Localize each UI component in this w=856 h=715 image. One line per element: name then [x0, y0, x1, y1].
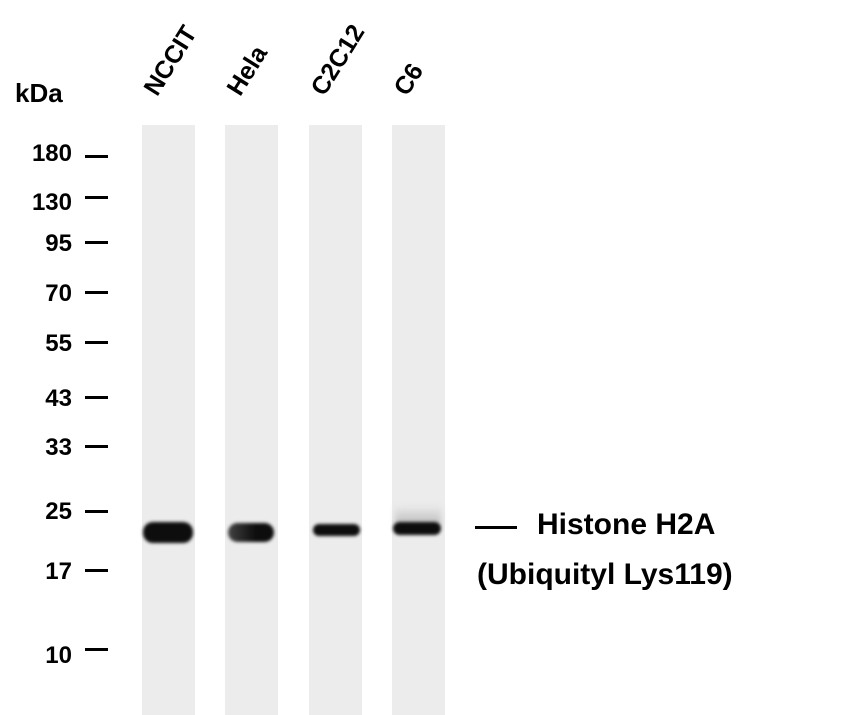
lane-hela: [225, 125, 278, 715]
target-pointer-line: [475, 526, 517, 529]
kda-label: kDa: [15, 78, 63, 108]
marker-label: 17: [45, 558, 72, 585]
marker-tick: [85, 510, 108, 513]
marker-tick: [85, 341, 108, 344]
marker-label: 180: [31, 140, 72, 167]
band-c6: [393, 522, 441, 535]
marker-label: 33: [45, 434, 72, 461]
lane-label-hela: Hela: [221, 40, 274, 101]
marker-tick: [85, 291, 108, 294]
marker-label: 55: [45, 330, 72, 357]
marker-tick: [85, 396, 108, 399]
marker-tick: [85, 569, 108, 572]
target-name: Histone H2A: [537, 508, 716, 541]
band-hela: [228, 523, 274, 542]
marker-tick: [85, 241, 108, 244]
marker-tick: [85, 196, 108, 199]
marker-label: 130: [31, 189, 72, 216]
band-nccit: [143, 522, 193, 543]
marker-label: 10: [45, 642, 72, 669]
target-modification: (Ubiquityl Lys119): [477, 558, 733, 591]
band-smear-c6: [395, 505, 441, 525]
lane-label-nccit: NCCIT: [138, 20, 203, 101]
lane-label-c6: C6: [388, 58, 430, 101]
marker-label: 43: [45, 385, 72, 412]
marker-label: 25: [45, 498, 72, 525]
marker-tick: [85, 155, 108, 158]
marker-label: 70: [45, 280, 72, 307]
marker-tick: [85, 648, 108, 651]
lane-label-c2c12: C2C12: [305, 19, 371, 101]
band-c2c12: [313, 524, 360, 536]
lane-nccit: [142, 125, 195, 715]
marker-label: 95: [45, 230, 72, 257]
lane-c2c12: [309, 125, 362, 715]
lane-c6: [392, 125, 445, 715]
marker-tick: [85, 445, 108, 448]
